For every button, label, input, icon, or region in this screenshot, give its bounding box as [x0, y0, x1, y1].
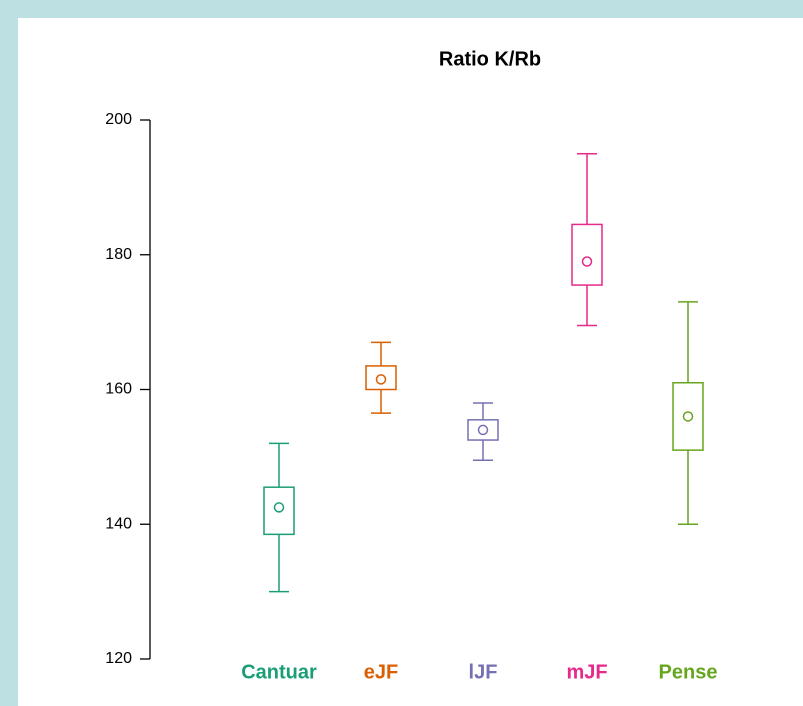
mean-marker	[477, 424, 489, 436]
x-tick-label: Pense	[659, 661, 718, 683]
x-tick-label: Cantuar	[241, 661, 317, 683]
mean-marker	[375, 374, 387, 385]
box	[467, 419, 499, 441]
chart-title: Ratio K/Rb	[439, 48, 541, 70]
y-tick-label: 180	[105, 246, 132, 263]
y-tick-label: 160	[105, 381, 132, 398]
mean-marker	[581, 256, 593, 267]
box	[571, 223, 603, 286]
x-tick-label: lJF	[469, 661, 498, 683]
y-tick-label: 140	[105, 515, 132, 532]
mean-marker	[273, 502, 285, 513]
x-tick-label: eJF	[364, 661, 398, 683]
box	[365, 365, 397, 391]
x-tick-label: mJF	[566, 661, 607, 683]
y-tick-label: 200	[105, 111, 132, 128]
mean-marker	[682, 411, 694, 422]
box	[263, 486, 295, 536]
box	[672, 382, 704, 451]
y-tick-label: 120	[105, 650, 132, 667]
plot-panel	[18, 18, 803, 706]
